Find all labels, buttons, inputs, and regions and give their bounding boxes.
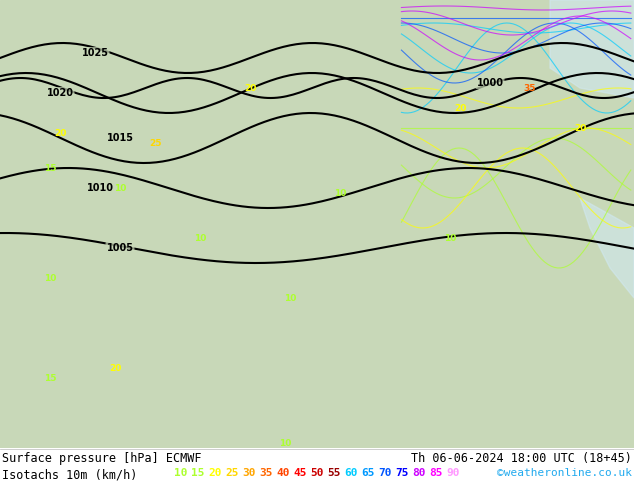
Polygon shape xyxy=(580,198,634,298)
Text: 10: 10 xyxy=(279,439,291,447)
Text: 25: 25 xyxy=(149,139,161,147)
Text: 55: 55 xyxy=(327,468,340,478)
Text: 50: 50 xyxy=(310,468,323,478)
Text: 10: 10 xyxy=(334,189,346,197)
Text: 20: 20 xyxy=(244,83,256,93)
Text: 40: 40 xyxy=(276,468,290,478)
Text: 15: 15 xyxy=(191,468,205,478)
Text: 60: 60 xyxy=(344,468,358,478)
Text: 20: 20 xyxy=(109,364,121,372)
Text: 85: 85 xyxy=(429,468,443,478)
Text: Th 06-06-2024 18:00 UTC (18+45): Th 06-06-2024 18:00 UTC (18+45) xyxy=(411,452,632,465)
Text: 20: 20 xyxy=(454,103,466,113)
Text: 65: 65 xyxy=(361,468,375,478)
Text: 10: 10 xyxy=(444,234,456,243)
Text: 70: 70 xyxy=(378,468,392,478)
Text: ©weatheronline.co.uk: ©weatheronline.co.uk xyxy=(497,468,632,478)
Text: 10: 10 xyxy=(114,183,126,193)
Text: 10: 10 xyxy=(194,234,206,243)
Text: 35: 35 xyxy=(259,468,273,478)
Text: 10: 10 xyxy=(44,273,56,283)
Text: 10: 10 xyxy=(174,468,188,478)
Text: 1025: 1025 xyxy=(82,48,108,58)
Text: 45: 45 xyxy=(293,468,306,478)
Text: 30: 30 xyxy=(242,468,256,478)
Text: 90: 90 xyxy=(446,468,460,478)
Text: 1005: 1005 xyxy=(107,243,134,253)
Text: Surface pressure [hPa] ECMWF: Surface pressure [hPa] ECMWF xyxy=(2,452,202,465)
Text: 1015: 1015 xyxy=(107,133,134,143)
Text: 10: 10 xyxy=(284,294,296,302)
Text: Isotachs 10m (km/h): Isotachs 10m (km/h) xyxy=(2,468,138,481)
Text: 20: 20 xyxy=(208,468,221,478)
Text: 80: 80 xyxy=(412,468,425,478)
Text: 20: 20 xyxy=(574,123,586,132)
Polygon shape xyxy=(550,0,634,98)
Text: 1010: 1010 xyxy=(86,183,113,193)
Text: 15: 15 xyxy=(44,164,56,172)
Text: 15: 15 xyxy=(44,373,56,383)
Text: 35: 35 xyxy=(524,83,536,93)
Text: 75: 75 xyxy=(395,468,408,478)
Text: 20: 20 xyxy=(54,128,66,138)
Text: 1000: 1000 xyxy=(477,78,503,88)
Text: 1020: 1020 xyxy=(46,88,74,98)
Text: 25: 25 xyxy=(225,468,238,478)
